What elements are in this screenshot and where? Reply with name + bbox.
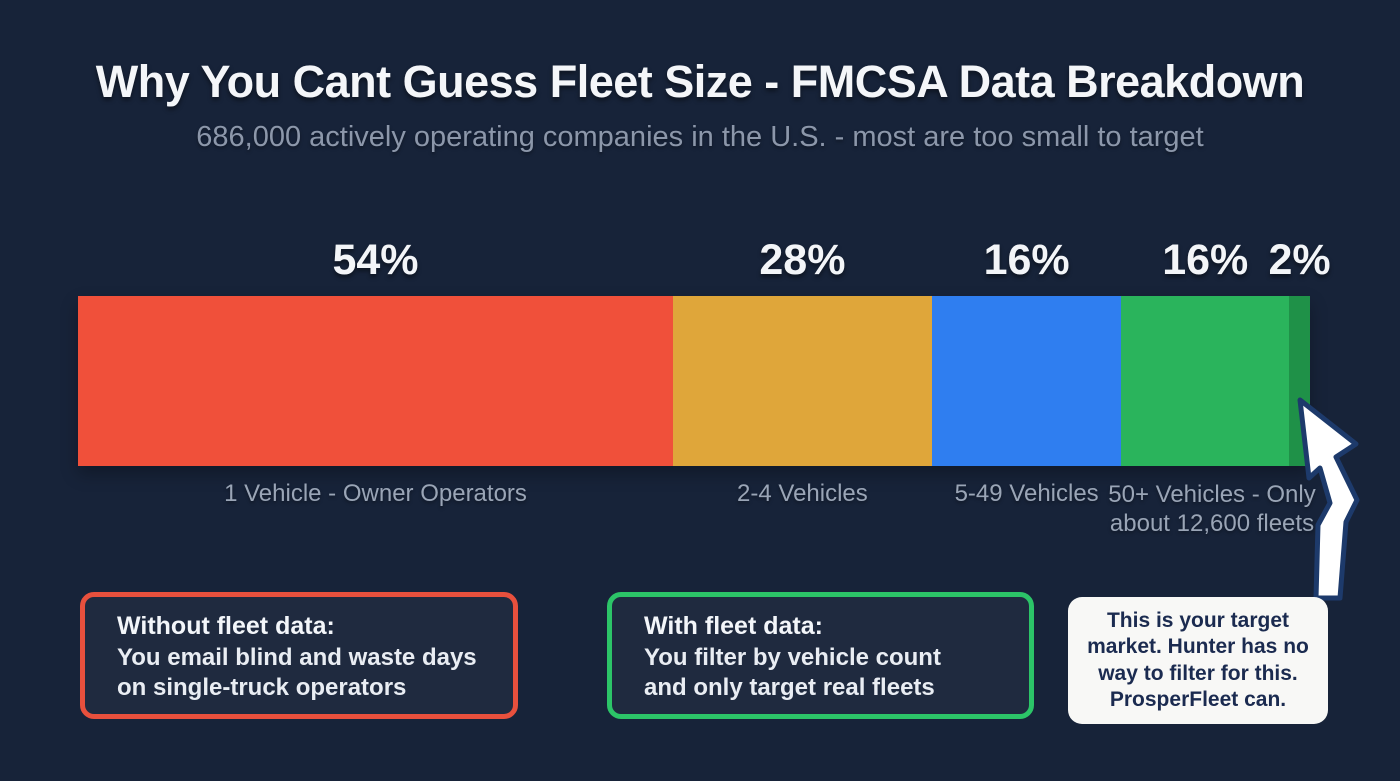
category-label-3: 5-49 Vehicles	[954, 480, 1099, 507]
bar-segment-4	[1121, 296, 1290, 466]
percent-label-2: 28%	[759, 236, 846, 284]
callout-target-market-bubble: This is your target market. Hunter has n…	[1068, 597, 1328, 724]
cursor-arrow-icon	[1297, 397, 1360, 601]
category-label-2: 2-4 Vehicles	[737, 480, 868, 507]
percent-label-4: 16%	[1162, 236, 1249, 284]
bar-segment-3	[931, 296, 1122, 466]
page-subtitle: 686,000 actively operating companies in …	[196, 121, 1204, 153]
callout-with-fleet-data: With fleet data: You filter by vehicle c…	[607, 592, 1034, 719]
percent-label-1: 54%	[332, 236, 419, 284]
page-title: Why You Cant Guess Fleet Size - FMCSA Da…	[95, 56, 1305, 107]
category-label-1: 1 Vehicle - Owner Operators	[224, 480, 527, 507]
callout-heading: With fleet data:	[644, 612, 823, 640]
fleet-size-stacked-bar	[78, 296, 1310, 466]
percent-label-5: 2%	[1268, 236, 1331, 284]
callout-heading: Without fleet data:	[117, 612, 335, 640]
bar-segment-2	[673, 296, 932, 466]
percent-label-3: 16%	[983, 236, 1070, 284]
callout-without-fleet-data: Without fleet data: You email blind and …	[80, 592, 518, 719]
bar-segment-1	[78, 296, 674, 466]
callout-body: You filter by vehicle count and only tar…	[644, 644, 941, 701]
category-label-4: 50+ Vehicles - Only about 12,600 fleets	[1108, 481, 1316, 538]
callout-body: You email blind and waste days on single…	[117, 644, 477, 701]
